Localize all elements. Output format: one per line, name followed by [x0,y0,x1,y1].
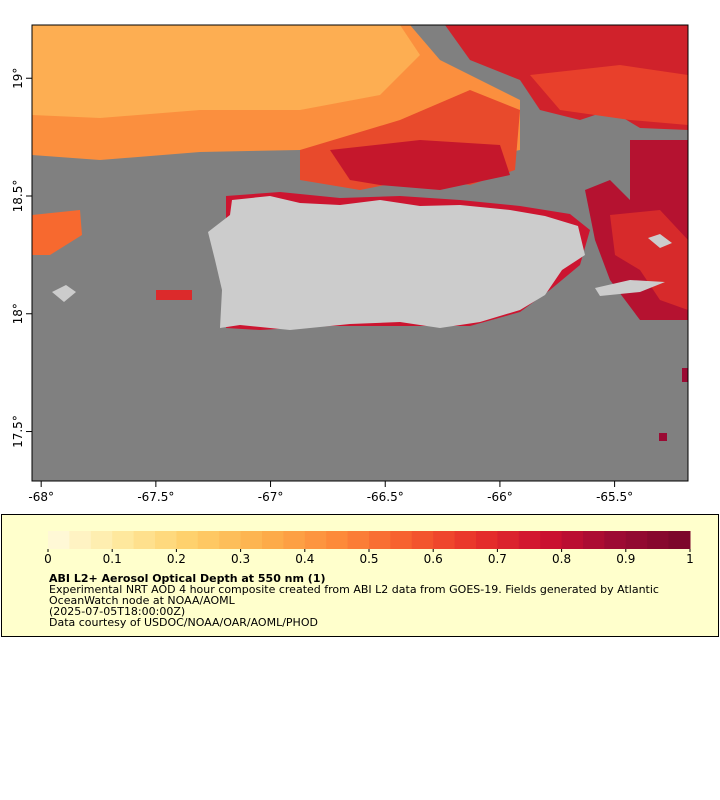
map-frame [31,24,689,482]
colorbar-cell [540,531,563,549]
colorbar-tick-label: 0.9 [616,552,635,566]
y-tick-label: 17.5° [11,415,25,448]
legend-box: 0 0.1 0.2 0.3 0.4 0.5 0.6 0.7 0.8 0.9 1 ABI L2+ Ae… [1,514,719,637]
x-tick-label: -68° [28,490,54,504]
puerto-rico [208,196,585,330]
x-tick-label: -65.5° [596,490,633,504]
colorbar-cell [454,531,477,549]
colorbar-cell [561,531,584,549]
culebra [648,234,672,248]
colorbar-cell [197,531,220,549]
colorbar-cell [647,531,670,549]
caption-line: OceanWatch node at NOAA/AOML [49,594,235,607]
vieques [595,280,665,296]
colorbar-cell [283,531,306,549]
x-tick-label: -67.5° [137,490,174,504]
colorbar-cell [240,531,263,549]
axes: -68° -67.5° -67° -66.5° -66° -65.5° 17.5° 18° 18… [11,68,633,504]
y-tick-label: 19° [11,68,25,89]
colorbar-tick-label: 0.2 [167,552,186,566]
colorbar-tick-label: 0.3 [231,552,250,566]
colorbar-cell [497,531,520,549]
land [52,196,672,330]
map-raster [32,25,688,481]
x-tick-label: -66.5° [367,490,404,504]
colorbar-cell [668,531,691,549]
y-tick-label: 18° [11,303,25,324]
colorbar-cell [219,531,242,549]
aod-region [330,140,510,190]
x-tick-label: -66° [487,490,513,504]
colorbar-cell [133,531,156,549]
colorbar-cell [326,531,349,549]
colorbar-tick-label: 1 [686,552,694,566]
colorbar-cell [476,531,498,549]
aod-region [32,25,420,118]
colorbar-cell [112,531,135,549]
colorbar-tick-label: 0.6 [424,552,443,566]
colorbar-cell [90,531,113,549]
colorbar-cell [176,531,199,549]
colorbar-cell [390,531,413,549]
aod-region [530,65,688,125]
mona-island [52,285,76,302]
colorbar-cell [262,531,284,549]
colorbar-cell [347,531,370,549]
colorbar-tick-label: 0.8 [552,552,571,566]
caption-line: Data courtesy of USDOC/NOAA/OAR/AOML/PHO… [49,616,318,629]
x-tick-label: -67° [258,490,284,504]
colorbar-tick-label: 0.5 [359,552,378,566]
aod-region [659,433,667,441]
colorbar-cell [518,531,541,549]
colorbar-cell [69,531,92,549]
colorbar-cell [304,531,327,549]
aod-region [156,290,192,300]
colorbar-cell [604,531,627,549]
colorbar-cell [433,531,456,549]
colorbar-cell [369,531,391,549]
aod-region [32,210,82,255]
colorbar-tick-label: 0.7 [488,552,507,566]
map: -68° -67.5° -67° -66.5° -66° -65.5° 17.5° 18° 18… [11,24,689,504]
colorbar-cell [583,531,605,549]
y-tick-label: 18.5° [11,180,25,213]
colorbar-tick-label: 0 [44,552,52,566]
caption-title: ABI L2+ Aerosol Optical Depth at 550 nm … [49,572,326,585]
aod-region [610,210,688,310]
colorbar-cell [625,531,648,549]
colorbar-tick-label: 0.4 [295,552,314,566]
caption-line: Experimental NRT AOD 4 hour composite cr… [49,583,659,596]
colorbar-cell [48,531,70,549]
colorbar-cell [155,531,177,549]
colorbar-cell [411,531,434,549]
caption-line: (2025-07-05T18:00:00Z) [49,605,186,618]
colorbar: 0 0.1 0.2 0.3 0.4 0.5 0.6 0.7 0.8 0.9 1 [44,531,694,566]
aod-region [682,368,688,382]
colorbar-tick-label: 0.1 [103,552,122,566]
